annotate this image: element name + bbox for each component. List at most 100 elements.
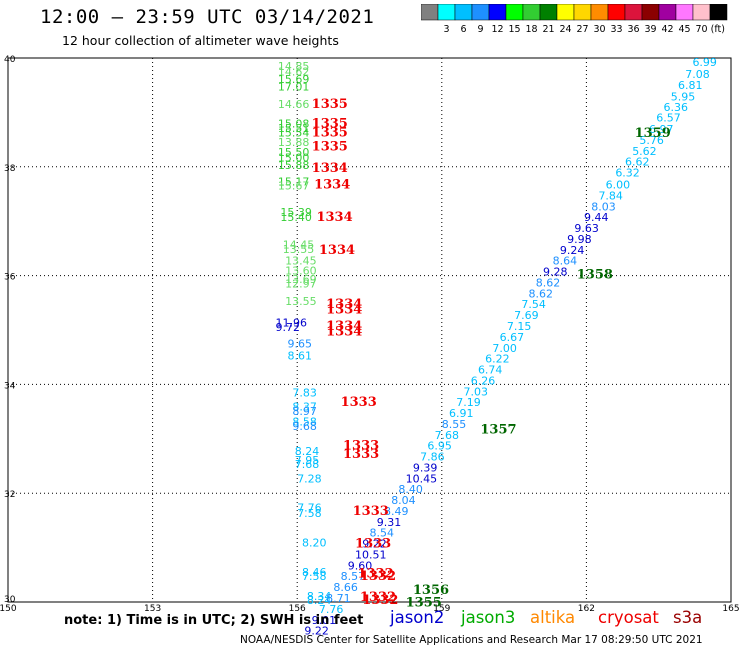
legend-item-jason3: jason3 (461, 608, 516, 627)
swh-label: 9.22 (362, 538, 387, 551)
scale-label: 12 (491, 24, 503, 34)
swh-label: 8.03 (591, 200, 616, 213)
swh-label: 13.60 (285, 265, 317, 278)
scale-label: 9 (477, 24, 483, 34)
swh-label: 8.62 (529, 287, 554, 300)
swh-label: 9.39 (413, 461, 438, 474)
swh-label: 8.66 (333, 581, 358, 594)
swh-label: 6.81 (678, 79, 703, 92)
swh-label: 8.54 (370, 527, 395, 540)
legend-item-altika: altika (530, 608, 576, 627)
lat-tick-label: 40 (4, 55, 16, 65)
scale-label: 24 (559, 24, 571, 34)
swh-label: 8.37 (292, 401, 317, 414)
pass-number-label: 1357 (480, 422, 516, 437)
swh-label: 8.64 (553, 255, 578, 268)
swh-label: 6.97 (649, 123, 674, 136)
swh-label: 8.55 (442, 418, 467, 431)
swh-label: 11.96 (276, 317, 308, 330)
pass-number-label: 1335 (312, 97, 348, 112)
swh-label: 8.20 (302, 537, 327, 550)
scale-label: 45 (678, 24, 690, 34)
swh-label: 5.76 (639, 134, 664, 147)
lat-tick-label: 32 (4, 490, 15, 500)
swh-label: 14.45 (283, 238, 315, 251)
lon-tick-label: 159 (433, 604, 450, 614)
swh-label: 15.54 (278, 126, 310, 139)
scale-label: 70 (695, 24, 707, 34)
swh-label: 17.01 (278, 81, 310, 94)
scale-label: 36 (627, 24, 639, 34)
swh-label: 9.98 (567, 233, 592, 246)
legend-item-cryosat: cryosat (598, 608, 659, 627)
swh-label: 13.88 (278, 136, 310, 149)
swh-label: 13.45 (285, 255, 317, 268)
swh-label: 15.50 (278, 146, 310, 159)
pass-number-label: 1333 (341, 395, 377, 410)
swh-label: 6.62 (625, 156, 650, 169)
page-subtitle: 12 hour collection of altimeter wave hei… (62, 33, 339, 48)
pass-number-label: 1358 (577, 267, 613, 282)
scale-label: 30 (593, 24, 605, 34)
swh-label: 10.51 (355, 548, 387, 561)
swh-label: 15.88 (278, 159, 310, 172)
swh-label: 6.67 (500, 331, 525, 344)
swh-label: 15.08 (278, 118, 310, 131)
swh-label: 14.85 (278, 60, 310, 73)
scale-label: 3 (443, 24, 449, 34)
swh-label: 10.45 (406, 472, 438, 485)
pass-number-label: 1332 (357, 567, 393, 582)
swh-label: 9.01 (312, 614, 337, 627)
swh-label: 6.57 (656, 112, 681, 125)
swh-label: 5.62 (632, 145, 657, 158)
pass-number-label: 1333 (343, 447, 379, 462)
swh-label: 7.19 (456, 396, 481, 409)
swh-label: 15.51 (278, 122, 310, 135)
swh-label: 7.58 (297, 507, 322, 520)
swh-label: 14.66 (278, 98, 310, 111)
swh-label: 9.68 (292, 420, 317, 433)
swh-label: 6.99 (692, 56, 717, 69)
scale-label: 42 (661, 24, 673, 34)
swh-label: 7.54 (521, 298, 546, 311)
swh-label: 7.83 (292, 386, 317, 399)
swh-label: 13.69 (285, 273, 317, 286)
pass-number-label: 1334 (316, 210, 352, 225)
credit-line: NOAA/NESDIS Center for Satellite Applica… (240, 634, 703, 646)
swh-label: 15.00 (278, 151, 310, 164)
scale-label: 27 (576, 24, 588, 34)
swh-label: 6.22 (485, 353, 510, 366)
swh-label: 7.58 (302, 570, 327, 583)
swh-label: 9.60 (348, 559, 373, 572)
swh-label: 9.72 (276, 321, 301, 334)
scale-label: 15 (508, 24, 520, 34)
pass-number-label: 1359 (635, 126, 671, 141)
scale-swatch (709, 4, 728, 21)
swh-label: 8.24 (295, 445, 320, 458)
swh-label: 6.36 (664, 101, 689, 114)
lat-tick-label: 30 (4, 595, 16, 605)
pass-number-label: 1355 (406, 595, 442, 610)
swh-label: 8.49 (384, 505, 409, 518)
swh-label: 15.39 (280, 206, 312, 219)
swh-label: 14.62 (278, 65, 310, 78)
swh-label: 15.67 (278, 180, 310, 193)
swh-label: 8.34 (307, 590, 332, 603)
swh-label: 7.76 (297, 502, 322, 515)
swh-label: 7.84 (598, 189, 623, 202)
lon-tick-label: 156 (289, 604, 306, 614)
lat-tick-label: 34 (4, 381, 16, 391)
swh-label: 8.58 (292, 416, 317, 429)
pass-number-label: 1332 (360, 590, 396, 605)
swh-label: 7.03 (463, 385, 488, 398)
lat-tick-label: 38 (4, 164, 16, 174)
swh-label: 7.68 (295, 458, 320, 471)
swh-label: 6.95 (427, 440, 452, 453)
pass-number-label: 1334 (312, 161, 348, 176)
swh-label: 12.97 (285, 278, 317, 291)
swh-label: 7.76 (319, 603, 344, 616)
lon-tick-label: 153 (144, 604, 161, 614)
legend-item-s3a: s3a (673, 608, 703, 627)
swh-label: 5.95 (671, 90, 696, 103)
scale-label: 6 (460, 24, 466, 34)
